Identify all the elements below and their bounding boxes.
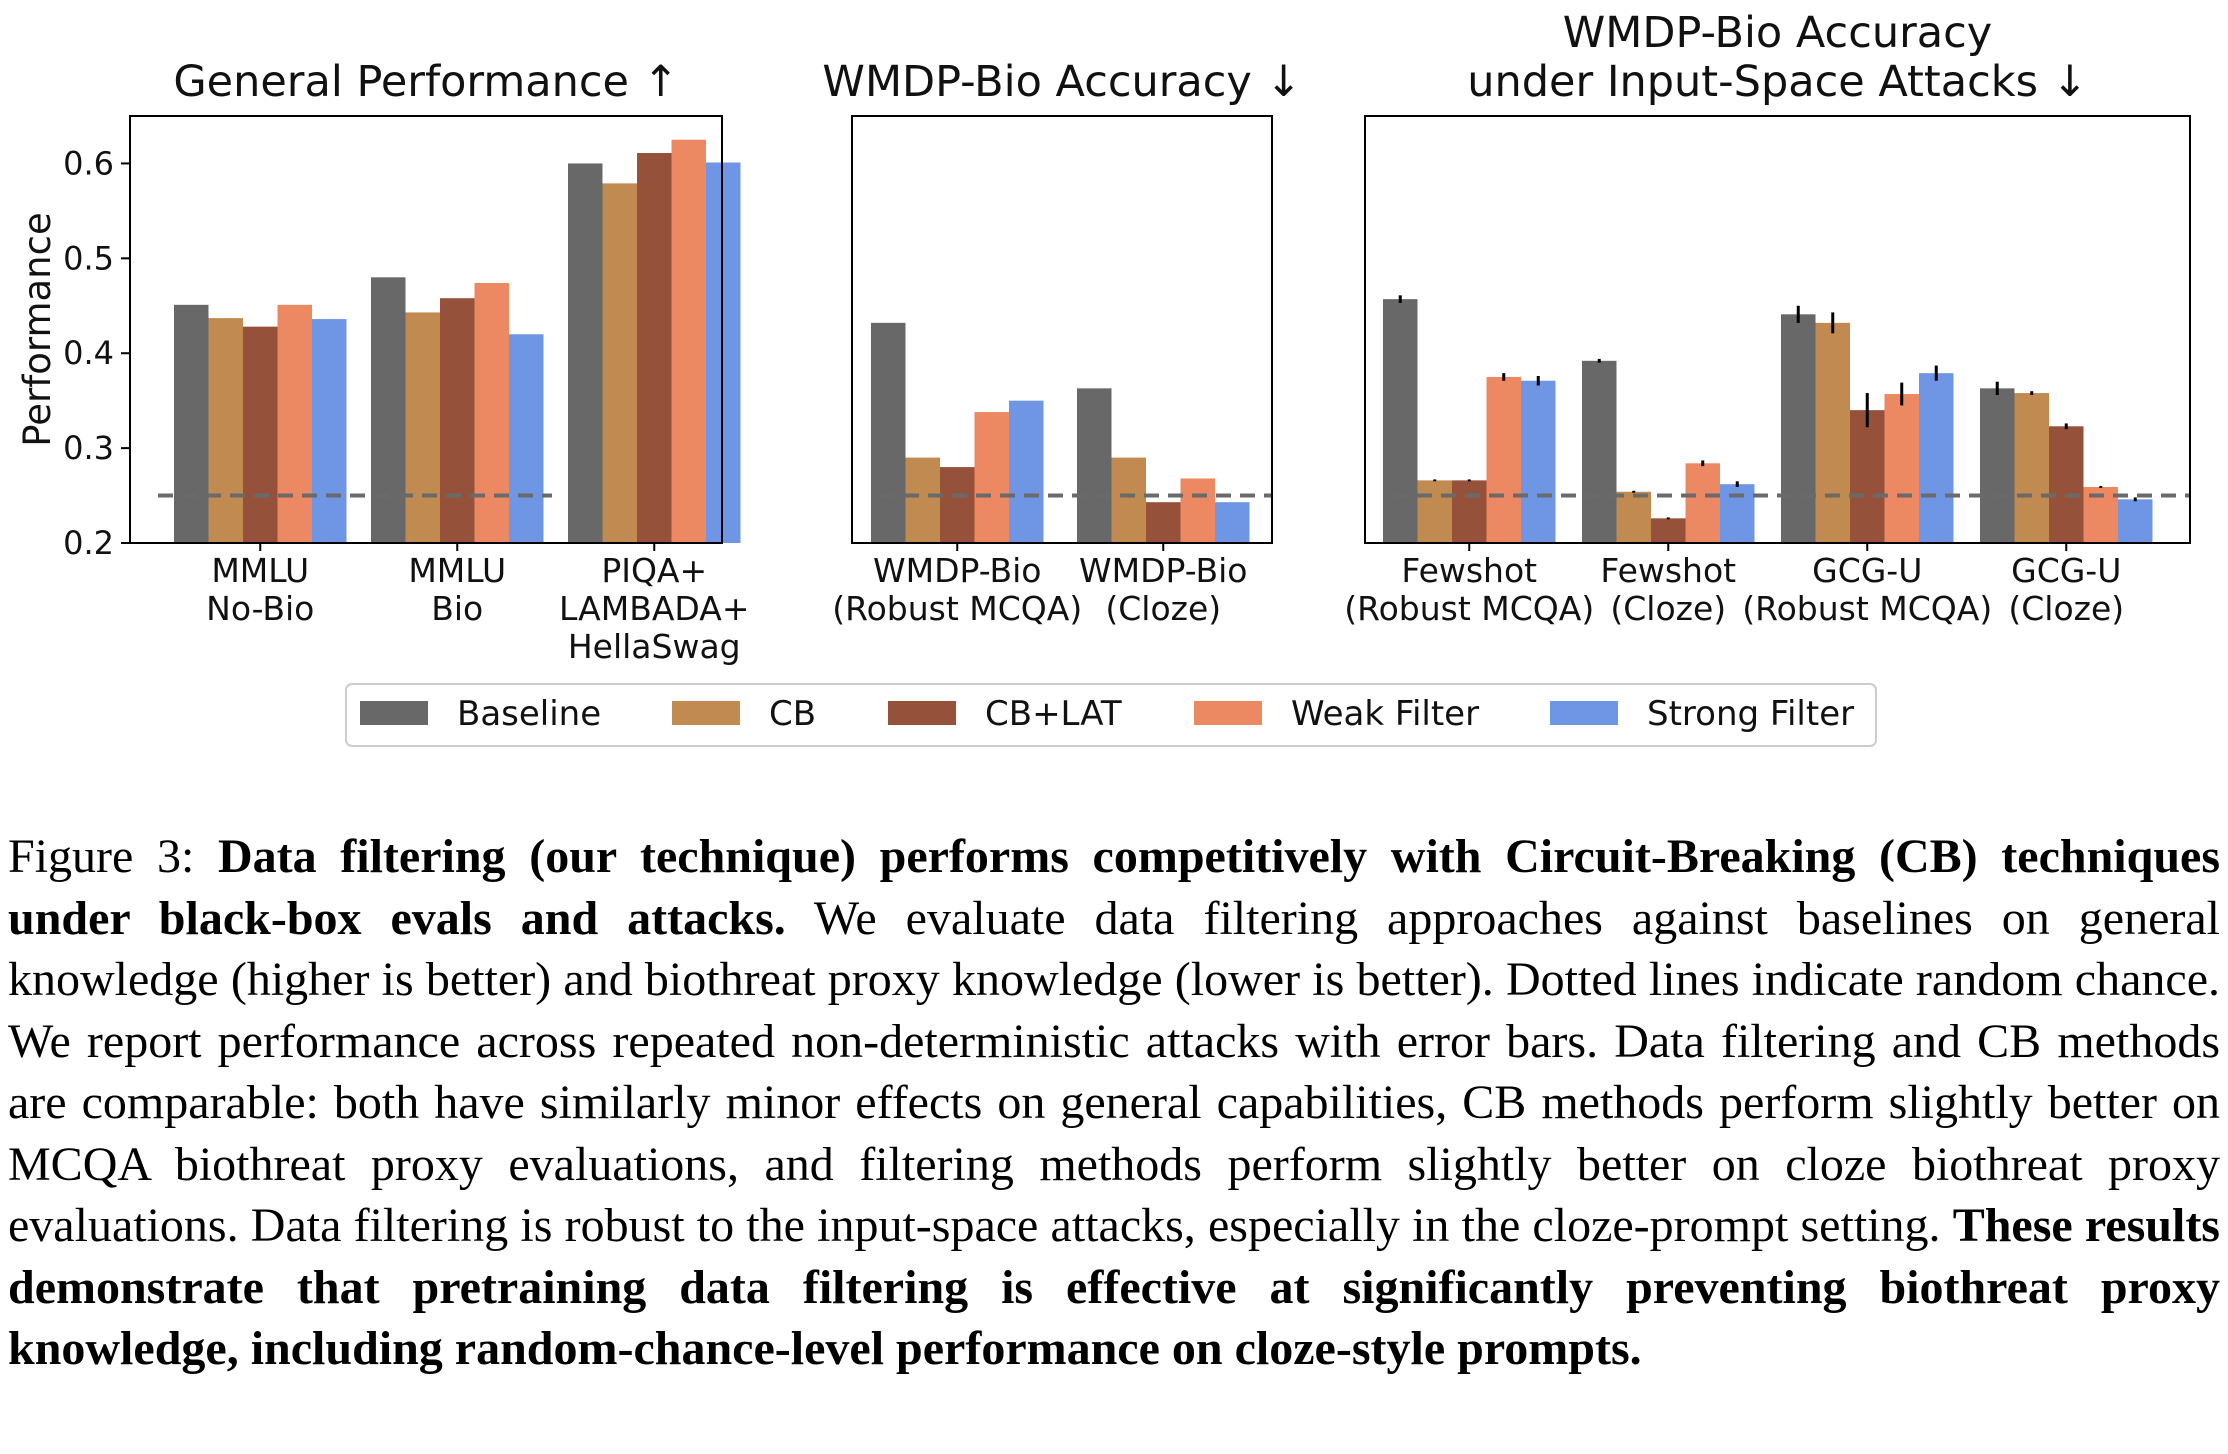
category-label: MMLU: [408, 551, 506, 590]
legend: Baseline CB CB+LAT Weak Filter Strong Filter: [345, 683, 1877, 747]
bar: [1980, 388, 2015, 543]
figure-caption: Figure 3: Data filtering (our technique)…: [8, 826, 2220, 1380]
chart-panels: General Performance ↑MMLUNo-BioMMLUBioPI…: [16, 8, 2191, 666]
bar: [1383, 299, 1418, 543]
category-label: Bio: [431, 589, 483, 628]
bar: [1180, 478, 1215, 543]
axes-frame: [129, 115, 723, 544]
bar: [509, 334, 544, 543]
bar: [1781, 314, 1816, 543]
bar: [474, 283, 509, 543]
caption-bold-outro: These results demonstrate that pretraini…: [8, 1199, 2220, 1375]
axes-frame: [1364, 115, 2191, 544]
bar: [2118, 499, 2153, 543]
bar: [1486, 376, 1521, 543]
category-label: (Robust MCQA): [832, 589, 1082, 628]
category-label: GCG-U: [2011, 551, 2121, 590]
category-label: MMLU: [211, 551, 309, 590]
category-label: (Cloze): [1105, 589, 1221, 628]
category-label: GCG-U: [1812, 551, 1922, 590]
category-label: WMDP-Bio: [873, 551, 1041, 590]
y-tick-label: 0.5: [63, 239, 114, 277]
bar: [1215, 502, 1250, 543]
bar: [1685, 463, 1720, 543]
bar: [637, 153, 672, 544]
bar: [1521, 380, 1556, 543]
category-label: No-Bio: [206, 589, 314, 628]
bar: [277, 304, 312, 543]
axes-frame: [851, 115, 1273, 544]
bar: [1815, 322, 1850, 543]
legend-swatch: [672, 701, 740, 725]
bar: [974, 412, 1009, 543]
bar: [1452, 480, 1487, 543]
bar: [1616, 491, 1651, 543]
bar: [1111, 457, 1146, 543]
bar: [1919, 373, 1954, 543]
figure-3-charts: General Performance ↑MMLUNo-BioMMLUBioPI…: [16, 8, 2191, 747]
chart-panel-2: WMDP-Bio Accuracy ↓ WMDP-Bio(Robust MCQA)…: [822, 57, 1301, 628]
legend-swatch: [888, 701, 956, 725]
y-tick-label: 0.2: [63, 524, 114, 562]
category-label: (Cloze): [2008, 589, 2124, 628]
y-tick-label: 0.6: [63, 144, 114, 182]
category-label: (Cloze): [1610, 589, 1726, 628]
bar: [940, 467, 975, 543]
caption-body: We evaluate data filtering approaches ag…: [8, 891, 2220, 1253]
bar: [1009, 400, 1044, 543]
bar: [1417, 480, 1452, 543]
bar: [602, 183, 637, 544]
legend-label: Weak Filter: [1291, 694, 1479, 734]
category-label: WMDP-Bio: [1079, 551, 1247, 590]
bar: [312, 319, 347, 543]
bar: [2049, 426, 2084, 543]
bar: [1850, 410, 1885, 543]
legend-label: CB+LAT: [985, 694, 1122, 734]
panel-title: General Performance ↑: [173, 57, 678, 107]
y-axis-label: Performance: [16, 212, 59, 446]
bar: [1077, 388, 1112, 543]
category-label: HellaSwag: [568, 627, 741, 666]
category-label: (Robust MCQA): [1344, 589, 1594, 628]
panel-title: WMDP-Bio Accuracy ↓: [822, 57, 1301, 107]
bar: [174, 304, 209, 543]
bar: [1884, 394, 1919, 543]
bar: [405, 312, 440, 543]
legend-label: Strong Filter: [1647, 694, 1854, 734]
legend-swatch: [360, 701, 428, 725]
legend-label: CB: [769, 694, 816, 734]
bar: [1720, 484, 1755, 543]
bar: [905, 457, 940, 543]
category-label: LAMBADA+: [559, 589, 749, 628]
legend-swatch: [1550, 701, 1618, 725]
legend-label: Baseline: [457, 694, 601, 734]
bar: [2014, 393, 2049, 543]
caption-bold-intro: Data filtering (our technique) performs …: [8, 830, 2220, 945]
bar: [671, 139, 706, 543]
y-tick-label: 0.4: [63, 334, 114, 372]
chart-panel-1: General Performance ↑MMLUNo-BioMMLUBioPI…: [16, 57, 749, 666]
bar: [1582, 360, 1617, 543]
bar: [243, 326, 278, 543]
bar: [208, 318, 243, 543]
bar: [871, 322, 906, 543]
legend-frame: [345, 683, 1877, 747]
category-label: Fewshot: [1401, 551, 1537, 590]
caption-label: Figure 3:: [8, 830, 218, 883]
bar: [1651, 518, 1686, 543]
bar: [1146, 502, 1181, 543]
legend-swatch: [1194, 701, 1262, 725]
bar: [440, 298, 475, 543]
category-label: PIQA+: [601, 551, 707, 590]
y-tick-label: 0.3: [63, 429, 114, 467]
bar: [371, 277, 406, 543]
bar: [706, 162, 741, 544]
category-label: (Robust MCQA): [1742, 589, 1992, 628]
bar: [568, 163, 603, 543]
panel-title: WMDP-Bio Accuracy: [1563, 8, 1992, 58]
category-label: Fewshot: [1600, 551, 1736, 590]
panel-title: under Input-Space Attacks ↓: [1467, 57, 2088, 107]
